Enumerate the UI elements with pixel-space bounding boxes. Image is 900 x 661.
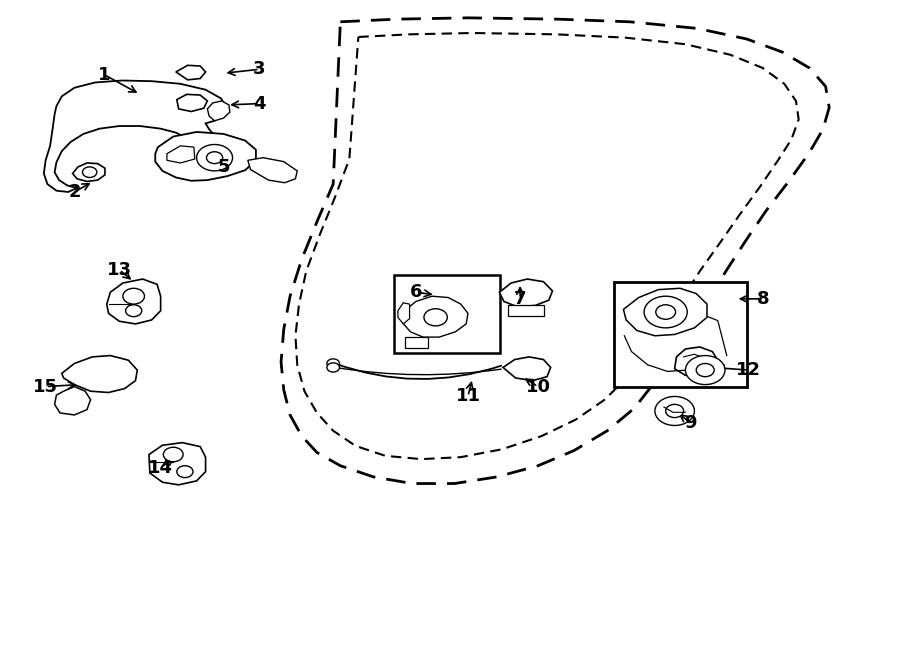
Circle shape [655, 397, 695, 426]
Circle shape [666, 405, 684, 418]
FancyBboxPatch shape [614, 282, 746, 387]
Text: 4: 4 [253, 95, 266, 112]
Text: 2: 2 [68, 183, 81, 201]
Circle shape [327, 363, 339, 372]
Polygon shape [62, 356, 138, 393]
Circle shape [123, 288, 145, 304]
Circle shape [424, 309, 447, 326]
Text: 15: 15 [33, 377, 58, 395]
Text: 11: 11 [455, 387, 481, 405]
Polygon shape [503, 357, 551, 381]
Circle shape [327, 359, 339, 368]
Text: 9: 9 [685, 414, 698, 432]
Polygon shape [44, 81, 227, 192]
Bar [405, 337, 428, 348]
Text: 12: 12 [736, 361, 760, 379]
Polygon shape [398, 303, 410, 324]
Text: 7: 7 [514, 290, 526, 308]
Circle shape [644, 296, 688, 328]
Polygon shape [207, 101, 230, 121]
Bar [508, 305, 544, 316]
Circle shape [176, 466, 193, 478]
Polygon shape [166, 146, 194, 163]
Text: 14: 14 [148, 459, 173, 477]
Text: 5: 5 [217, 158, 230, 176]
Circle shape [697, 364, 715, 377]
Polygon shape [248, 158, 297, 182]
Circle shape [163, 447, 183, 462]
Text: 10: 10 [526, 377, 551, 395]
Polygon shape [107, 279, 160, 324]
Polygon shape [176, 95, 207, 112]
Polygon shape [402, 296, 468, 337]
Text: 6: 6 [410, 284, 422, 301]
Text: 3: 3 [253, 60, 266, 78]
Text: 1: 1 [98, 65, 111, 83]
Circle shape [126, 305, 142, 317]
Circle shape [656, 305, 676, 319]
Text: 8: 8 [756, 290, 769, 308]
Polygon shape [73, 163, 105, 181]
Text: 13: 13 [107, 261, 131, 279]
Polygon shape [156, 132, 256, 180]
FancyBboxPatch shape [394, 275, 500, 353]
Circle shape [206, 152, 222, 164]
Polygon shape [675, 347, 718, 375]
Circle shape [83, 167, 97, 177]
Polygon shape [176, 65, 205, 80]
Circle shape [196, 145, 232, 171]
Polygon shape [149, 443, 205, 485]
Circle shape [686, 356, 725, 385]
Polygon shape [500, 279, 553, 307]
Polygon shape [624, 288, 707, 336]
Polygon shape [55, 387, 91, 415]
